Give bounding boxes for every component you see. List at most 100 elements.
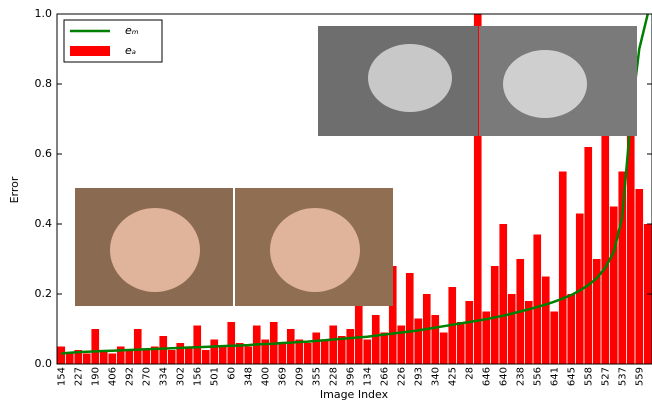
bar [439,332,448,364]
bar [82,353,91,364]
bar [108,353,117,364]
bar [473,14,482,364]
bar [303,343,312,364]
y-tick-label: 0.6 [35,147,53,160]
x-tick-label: 348 [243,367,254,386]
bar [414,318,423,364]
x-tick-label: 293 [413,367,424,386]
bar [635,189,644,364]
bar [295,339,304,364]
bar [533,234,542,364]
bar [74,350,83,364]
x-tick-label: 556 [532,367,543,386]
bar [142,350,151,364]
bar [592,259,601,364]
y-tick-label: 0.4 [35,217,53,230]
bar [431,315,440,364]
bar [176,343,185,364]
x-tick-label: 369 [277,367,288,386]
x-tick-label: 641 [549,367,560,386]
x-tick-label: 154 [56,367,67,386]
x-tick-label: 238 [515,367,526,386]
x-tick-label: 396 [345,367,356,386]
bar [524,301,533,364]
x-tick-label: 270 [141,367,152,386]
bar [388,266,397,364]
bar [116,346,125,364]
x-tick-label: 156 [192,367,203,386]
bar [558,171,567,364]
x-tick-label: 228 [328,367,339,386]
bar [397,325,406,364]
legend-label: eₘ [125,24,139,37]
bar [354,259,363,364]
bar [201,350,210,364]
bar [65,353,74,364]
bar [235,343,244,364]
bar [91,329,100,364]
bar [363,339,372,364]
bar [405,273,414,364]
bar [150,346,159,364]
x-tick-label: 292 [124,367,135,386]
legend-label: eₐ [125,44,136,57]
bar [99,350,108,364]
bar [125,350,134,364]
bar [312,332,321,364]
x-tick-label: 645 [566,367,577,386]
bar [575,213,584,364]
bar [601,133,610,364]
y-tick-label: 0.8 [35,77,53,90]
bar [609,206,618,364]
bar [371,315,380,364]
x-tick-label: 355 [311,367,322,386]
x-tick-label: 400 [260,367,271,386]
bar [380,332,389,364]
bar [490,266,499,364]
bar [261,339,270,364]
legend: eₘ eₐ [63,19,163,63]
bar [567,294,576,364]
x-tick-label: 302 [175,367,186,386]
bar [584,147,593,364]
x-tick-label: 640 [498,367,509,386]
bar [218,346,227,364]
bar [320,339,329,364]
x-tick-label: 559 [634,367,645,386]
x-tick-label: 226 [396,367,407,386]
x-tick-label: 425 [447,367,458,386]
x-tick-label: 190 [90,367,101,386]
y-tick-label: 0.2 [35,287,53,300]
x-tick-label: 340 [430,367,441,386]
x-tick-label: 527 [600,367,611,386]
photo-top [318,26,637,136]
bar [499,224,508,364]
legend-swatch [70,46,110,56]
x-tick-label: 501 [209,367,220,386]
line [61,13,649,355]
bar [57,346,66,364]
photo-bottom [75,188,393,306]
x-tick-label: 227 [73,367,84,386]
x-tick-label: 28 [464,367,475,380]
x-tick-label: 406 [107,367,118,386]
x-tick-label: 209 [294,367,305,386]
bar [329,325,338,364]
bar [193,325,202,364]
x-tick-label: 60 [226,367,237,380]
x-tick-label: 334 [158,367,169,386]
x-tick-label: 558 [583,367,594,386]
bar [550,311,559,364]
bar [456,322,465,364]
bar [210,339,219,364]
bar [482,311,491,364]
bar [244,346,253,364]
bar [278,343,287,364]
bar [541,276,550,364]
bar [346,329,355,364]
bar [167,350,176,364]
bar [184,346,193,364]
x-tick-label: 266 [379,367,390,386]
bar [286,329,295,364]
